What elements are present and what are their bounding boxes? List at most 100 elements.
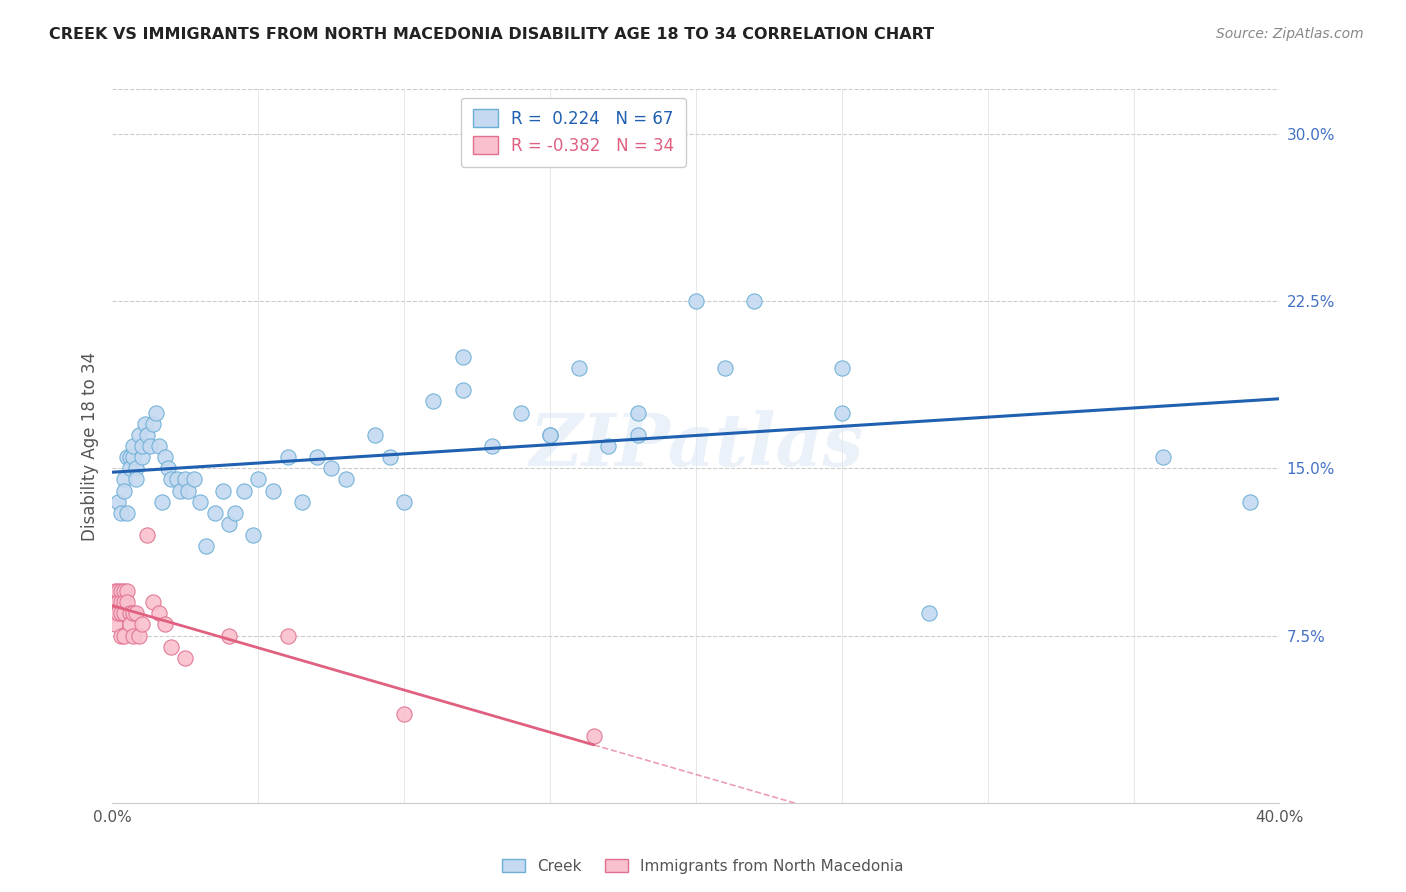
Point (224, 506, 246, 520)
Point (122, 439, 145, 453)
Point (131, 617, 153, 632)
Point (451, 350, 474, 364)
Point (115, 583, 138, 598)
Point (131, 439, 153, 453)
Point (212, 483, 235, 498)
Point (134, 417, 156, 431)
Point (742, 293, 765, 308)
Point (183, 473, 205, 487)
Point (112, 483, 135, 498)
Point (166, 473, 188, 487)
Point (125, 461, 148, 475)
Text: CREEK VS IMMIGRANTS FROM NORTH MACEDONIA DISABILITY AGE 18 TO 34 CORRELATION CHA: CREEK VS IMMIGRANTS FROM NORTH MACEDONIA… (49, 27, 935, 42)
Point (122, 607, 145, 621)
Point (481, 439, 503, 453)
Point (110, 607, 132, 621)
Point (394, 494, 416, 508)
Text: Source: ZipAtlas.com: Source: ZipAtlas.com (1216, 27, 1364, 41)
Point (136, 427, 159, 442)
Point (112, 583, 135, 598)
Point (627, 405, 650, 419)
Point (142, 417, 165, 431)
Point (104, 595, 127, 609)
Point (122, 628, 145, 642)
Point (177, 483, 200, 498)
Point (188, 494, 211, 508)
Point (107, 494, 129, 508)
Point (112, 607, 135, 621)
Point (118, 617, 141, 632)
Point (627, 427, 650, 442)
Point (321, 461, 343, 475)
Point (110, 628, 132, 642)
Point (918, 607, 941, 621)
Point (136, 528, 159, 542)
Point (125, 473, 148, 487)
Point (568, 360, 591, 375)
Point (139, 439, 162, 453)
Point (598, 439, 620, 453)
Point (714, 360, 737, 375)
Point (115, 595, 138, 609)
Y-axis label: Disability Age 18 to 34: Disability Age 18 to 34 (80, 351, 98, 541)
Point (112, 473, 135, 487)
Point (148, 439, 170, 453)
Point (1152, 450, 1174, 464)
Point (112, 628, 135, 642)
Point (110, 583, 132, 598)
Point (128, 427, 150, 442)
Point (218, 516, 240, 531)
Point (107, 583, 129, 598)
Point (174, 473, 197, 487)
Point (118, 450, 141, 464)
Point (242, 528, 264, 542)
Legend: Creek, Immigrants from North Macedonia: Creek, Immigrants from North Macedonia (496, 853, 910, 880)
Text: ZIPatlas: ZIPatlas (529, 410, 863, 482)
Point (107, 607, 129, 621)
Point (107, 595, 129, 609)
Point (232, 483, 254, 498)
Point (276, 450, 298, 464)
Point (422, 394, 444, 409)
Point (118, 607, 141, 621)
Point (131, 450, 153, 464)
Point (112, 595, 135, 609)
Point (122, 450, 145, 464)
Point (115, 450, 138, 464)
Point (831, 405, 853, 419)
Point (153, 617, 176, 632)
Point (160, 473, 183, 487)
Point (110, 595, 132, 609)
Point (218, 628, 240, 642)
Point (153, 450, 176, 464)
Point (509, 405, 531, 419)
Point (538, 427, 561, 442)
Point (204, 506, 226, 520)
Point (118, 461, 141, 475)
Point (110, 506, 132, 520)
Point (104, 583, 127, 598)
Point (145, 405, 167, 419)
Point (335, 473, 357, 487)
Point (451, 384, 474, 398)
Point (150, 494, 173, 508)
Point (160, 640, 183, 654)
Point (831, 360, 853, 375)
Point (156, 461, 179, 475)
Point (262, 483, 284, 498)
Point (685, 293, 707, 308)
Point (104, 607, 127, 621)
Point (1239, 494, 1261, 508)
Legend: R =  0.224   N = 67, R = -0.382   N = 34: R = 0.224 N = 67, R = -0.382 N = 34 (461, 97, 686, 167)
Point (125, 607, 148, 621)
Point (169, 483, 191, 498)
Point (148, 607, 170, 621)
Point (174, 651, 197, 665)
Point (394, 706, 416, 721)
Point (128, 628, 150, 642)
Point (378, 450, 401, 464)
Point (305, 450, 328, 464)
Point (115, 506, 138, 520)
Point (142, 595, 165, 609)
Point (194, 539, 217, 553)
